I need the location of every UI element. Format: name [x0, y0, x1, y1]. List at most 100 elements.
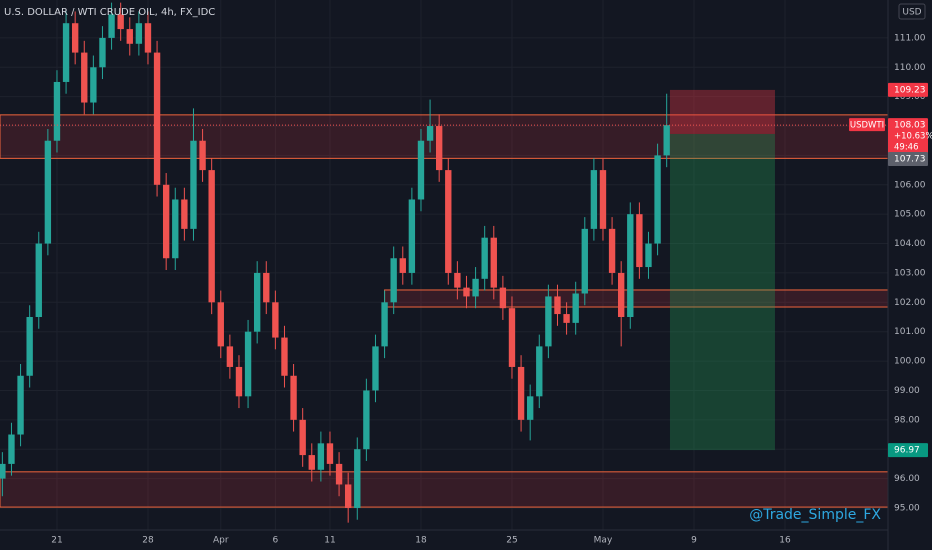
entry-label: 107.73	[894, 154, 926, 164]
candle-body	[536, 346, 543, 397]
candle-body	[645, 243, 652, 268]
x-tick-label: 9	[691, 536, 697, 546]
candle-body	[62, 23, 70, 82]
candle-body	[590, 170, 598, 229]
candle-body	[299, 419, 306, 456]
y-tick-label: 96.00	[894, 474, 920, 484]
candle-body	[90, 67, 97, 103]
candle-body	[135, 23, 143, 44]
candle-body	[490, 237, 497, 288]
y-tick-label: 101.00	[894, 327, 926, 337]
candles	[0, 2, 888, 523]
stop-zone	[669, 89, 775, 134]
candle-body	[126, 29, 133, 44]
candle-body	[463, 287, 470, 297]
x-tick-label: 18	[415, 536, 427, 546]
candle-body	[399, 258, 406, 273]
x-tick-label: 21	[51, 536, 62, 546]
overlay: U.S. DOLLAR / WTI CRUDE OIL, 4h, FX_IDC …	[4, 7, 881, 523]
candle-body	[162, 184, 170, 259]
candle-body	[499, 287, 507, 309]
candle-body	[408, 199, 416, 273]
position-tool	[669, 89, 775, 451]
candle-body	[517, 366, 525, 420]
candle-body	[563, 314, 570, 323]
symbol-tag	[849, 118, 885, 132]
candle-body	[526, 396, 534, 420]
candle-body	[508, 308, 516, 367]
candle-body	[354, 449, 361, 508]
y-tick-label: 99.00	[894, 386, 920, 396]
candle-body	[435, 126, 443, 171]
chart-title: U.S. DOLLAR / WTI CRUDE OIL, 4h, FX_IDC	[4, 7, 215, 18]
candle-body	[627, 214, 634, 318]
candle-body	[244, 331, 252, 397]
y-tick-label: 106.00	[894, 180, 926, 190]
y-tick-label: 105.00	[894, 210, 926, 220]
zone	[0, 471, 889, 508]
candle-body	[181, 199, 188, 229]
candle-body	[572, 293, 579, 323]
candle-body	[344, 484, 352, 508]
y-tick-label: 104.00	[894, 239, 926, 249]
candle-body	[35, 243, 42, 318]
candle-body	[636, 214, 643, 268]
candle-body	[335, 463, 343, 485]
candle-body	[71, 23, 79, 53]
grid	[0, 0, 888, 530]
candle-body	[199, 140, 206, 171]
y-tick-label: 98.00	[894, 415, 920, 425]
y-tick-label: 100.00	[894, 357, 926, 367]
candle-body	[226, 346, 234, 367]
candle-body	[454, 272, 461, 288]
stop-label: 109.23	[894, 85, 926, 95]
candle-body	[117, 14, 124, 30]
symbol-label: USDWTI	[850, 121, 884, 131]
candle-body	[217, 302, 224, 347]
candle-body	[481, 237, 488, 279]
candle-body	[654, 155, 661, 244]
candle-body	[26, 317, 33, 376]
candle-body	[208, 170, 215, 303]
x-tick-label: 11	[324, 536, 335, 546]
candle-body	[599, 170, 607, 229]
target-label: 96.97	[894, 446, 920, 456]
entry-label-bg	[888, 151, 928, 166]
x-tick-label: 16	[779, 536, 791, 546]
candle-body	[417, 140, 425, 200]
candle-body	[99, 37, 106, 68]
candle-body	[281, 337, 288, 376]
y-tick-label: 111.00	[894, 33, 926, 43]
candle-body	[554, 296, 561, 315]
candle-body	[44, 140, 52, 244]
candle-body	[308, 455, 315, 470]
candle-body	[545, 296, 552, 347]
candle-body	[263, 272, 270, 303]
currency: USD	[902, 8, 921, 18]
candle-body	[472, 278, 479, 297]
zone	[384, 289, 889, 308]
target-label-bg	[888, 443, 928, 458]
y-tick-label: 95.00	[894, 503, 920, 513]
candle-body	[381, 302, 388, 347]
y-tick-label: 110.00	[894, 63, 926, 73]
x-tick-label: Apr	[213, 536, 229, 546]
countdown-label: 49:46	[894, 143, 919, 153]
candle-body	[617, 272, 625, 318]
candle-body	[235, 366, 243, 397]
stop-label-bg	[888, 82, 928, 97]
last-price-label: 108.03	[894, 121, 926, 131]
x-tick-label: 6	[273, 536, 279, 546]
candle-body	[426, 126, 434, 141]
candle-body	[144, 23, 152, 53]
target-zone	[669, 133, 775, 451]
candle-body	[663, 125, 670, 156]
candle-body	[153, 52, 161, 185]
y-tick-label: 103.00	[894, 268, 926, 278]
candle-body	[363, 390, 370, 450]
candle-body	[372, 346, 379, 391]
candle-body	[8, 434, 15, 464]
